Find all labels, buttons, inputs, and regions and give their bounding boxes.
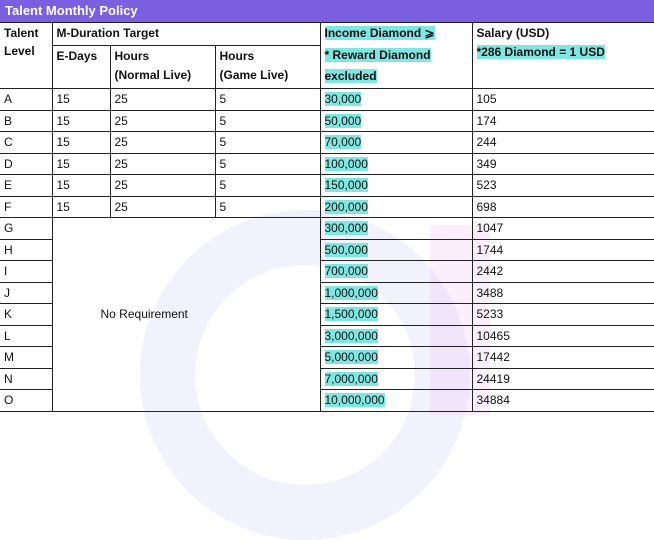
cell-hours-normal: 25 — [109, 174, 216, 197]
talent-policy-table: Talent Level M-Duration Target Income Dia… — [0, 22, 654, 412]
cell-hours-normal: 25 — [109, 195, 216, 218]
header-income: Income Diamond ⩾ * Reward Diamond excluded — [319, 22, 473, 89]
cell-e-days: 15 — [51, 109, 111, 132]
cell-level: C — [0, 131, 53, 154]
table-row: C 15 25 5 70,000 244 — [0, 131, 654, 154]
cell-salary: 10465 — [471, 324, 654, 347]
cell-salary: 105 — [471, 88, 654, 111]
cell-income: 10,000,000 — [319, 389, 473, 412]
cell-hours-normal: 25 — [109, 109, 216, 132]
cell-salary: 1744 — [471, 238, 654, 261]
header-talent-level: Talent Level — [0, 22, 53, 89]
header-hours-game: Hours (Game Live) — [214, 45, 321, 89]
cell-level: D — [0, 152, 53, 175]
cell-hours-game: 5 — [214, 131, 321, 154]
cell-hours-game: 5 — [214, 109, 321, 132]
table-row: H 500,000 1744 — [0, 238, 654, 261]
table-row: D 15 25 5 100,000 349 — [0, 152, 654, 175]
cell-salary: 174 — [471, 109, 654, 132]
table-row: E 15 25 5 150,000 523 — [0, 174, 654, 197]
cell-hours-game: 5 — [214, 152, 321, 175]
table-row: K 1,500,000 5233 — [0, 303, 654, 326]
cell-level: N — [0, 367, 53, 390]
cell-e-days: 15 — [51, 131, 111, 154]
cell-level: L — [0, 324, 53, 347]
cell-income: 1,500,000 — [319, 303, 473, 326]
cell-level: F — [0, 195, 53, 218]
cell-level: O — [0, 389, 53, 412]
cell-level: A — [0, 88, 53, 111]
cell-income: 500,000 — [319, 238, 473, 261]
cell-hours-normal: 25 — [109, 152, 216, 175]
cell-e-days: 15 — [51, 195, 111, 218]
cell-income: 100,000 — [319, 152, 473, 175]
cell-salary: 698 — [471, 195, 654, 218]
cell-income: 300,000 — [319, 217, 473, 240]
table-row: A 15 25 5 30,000 105 — [0, 88, 654, 111]
cell-salary: 349 — [471, 152, 654, 175]
header-e-days: E-Days — [51, 45, 111, 89]
cell-level: K — [0, 303, 53, 326]
cell-hours-game: 5 — [214, 88, 321, 111]
cell-salary: 1047 — [471, 217, 654, 240]
cell-salary: 2442 — [471, 260, 654, 283]
table-row: G No Requirement 300,000 1047 — [0, 217, 654, 412]
cell-income: 5,000,000 — [319, 346, 473, 369]
cell-e-days: 15 — [51, 174, 111, 197]
cell-salary: 3488 — [471, 281, 654, 304]
cell-salary: 244 — [471, 131, 654, 154]
cell-hours-game: 5 — [214, 195, 321, 218]
cell-income: 200,000 — [319, 195, 473, 218]
cell-salary: 17442 — [471, 346, 654, 369]
cell-e-days: 15 — [51, 88, 111, 111]
cell-level: G — [0, 217, 53, 240]
no-requirement-cell: No Requirement — [51, 217, 321, 412]
cell-salary: 24419 — [471, 367, 654, 390]
cell-income: 1,000,000 — [319, 281, 473, 304]
cell-hours-game: 5 — [214, 174, 321, 197]
cell-income: 7,000,000 — [319, 367, 473, 390]
table-row: B 15 25 5 50,000 174 — [0, 109, 654, 132]
header-hours-normal: Hours (Normal Live) — [109, 45, 216, 89]
cell-income: 70,000 — [319, 131, 473, 154]
cell-level: E — [0, 174, 53, 197]
subheader-row: E-Days Hours (Normal Live) Hours (Game Liv… — [0, 45, 654, 89]
table-row: O 10,000,000 34884 — [0, 389, 654, 412]
cell-level: H — [0, 238, 53, 261]
cell-income: 150,000 — [319, 174, 473, 197]
header-m-duration: M-Duration Target — [51, 22, 321, 46]
cell-income: 50,000 — [319, 109, 473, 132]
cell-level: B — [0, 109, 53, 132]
cell-income: 3,000,000 — [319, 324, 473, 347]
cell-level: M — [0, 346, 53, 369]
table-row: F 15 25 5 200,000 698 — [0, 195, 654, 218]
cell-salary: 5233 — [471, 303, 654, 326]
cell-level: I — [0, 260, 53, 283]
table-row: J 1,000,000 3488 — [0, 281, 654, 304]
header-salary: Salary (USD) *286 Diamond = 1 USD — [471, 22, 654, 89]
cell-income: 30,000 — [319, 88, 473, 111]
cell-income: 700,000 — [319, 260, 473, 283]
cell-salary: 523 — [471, 174, 654, 197]
header-row: Talent Level M-Duration Target Income Dia… — [0, 22, 654, 89]
cell-salary: 34884 — [471, 389, 654, 412]
cell-e-days: 15 — [51, 152, 111, 175]
cell-level: J — [0, 281, 53, 304]
cell-hours-normal: 25 — [109, 131, 216, 154]
cell-hours-normal: 25 — [109, 88, 216, 111]
table-title: Talent Monthly Policy — [0, 0, 654, 22]
